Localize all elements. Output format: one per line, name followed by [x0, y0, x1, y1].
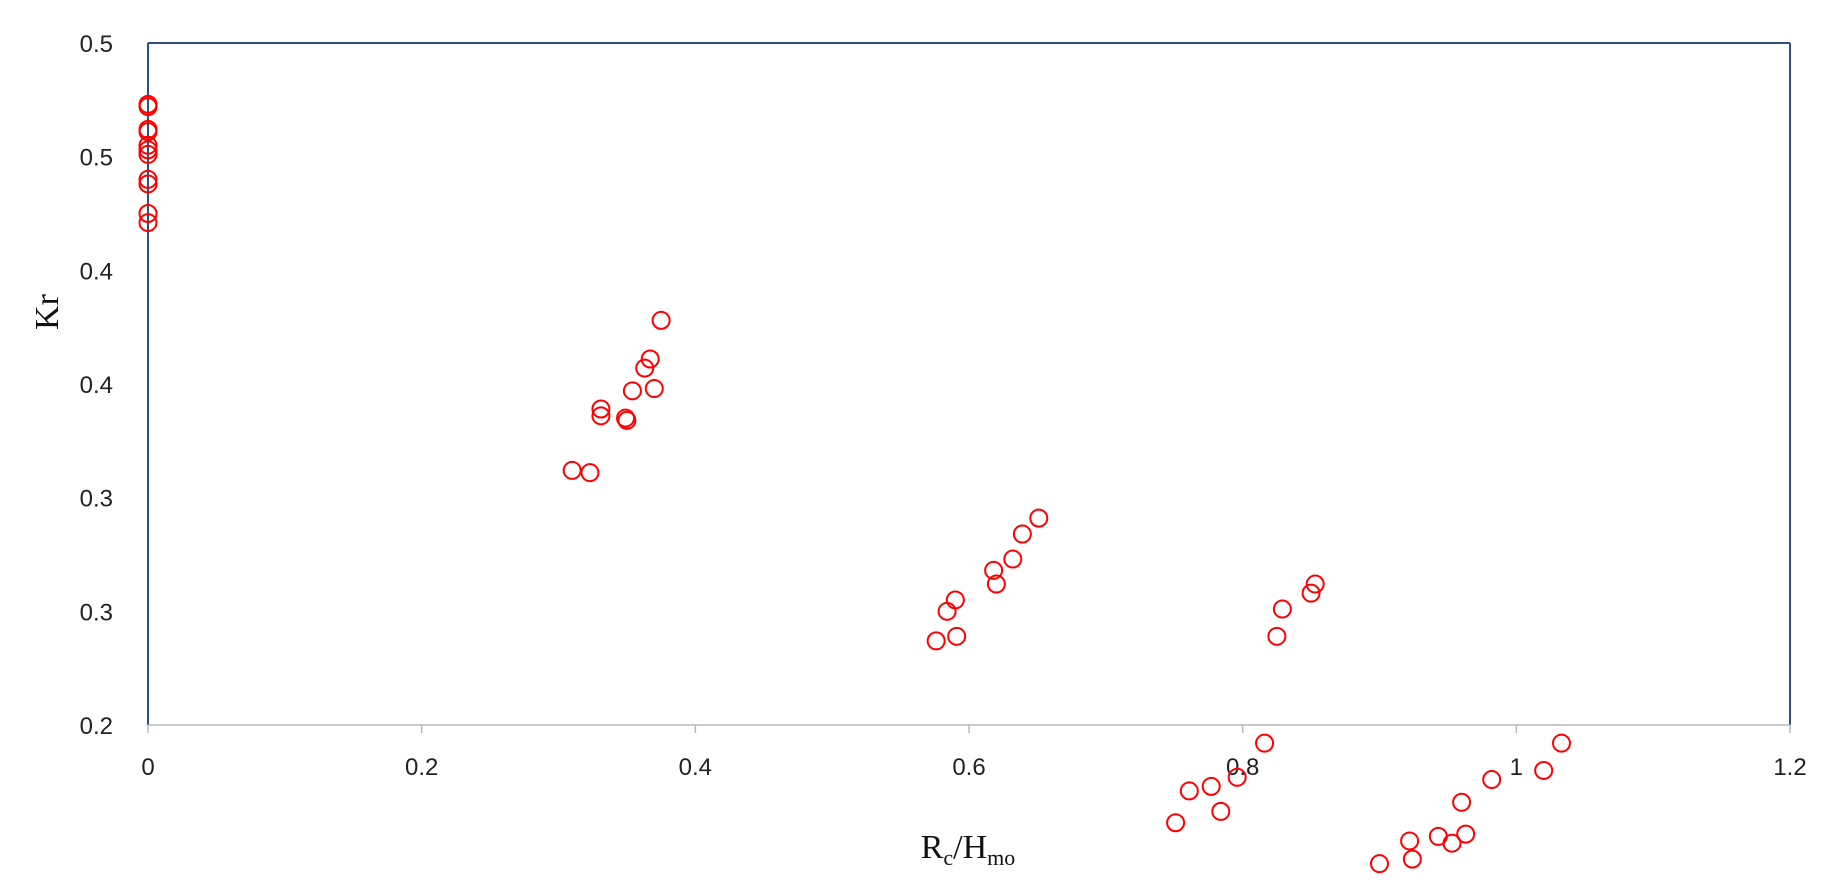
x-tick-label: 1.2 [1773, 754, 1806, 781]
x-tick-label: 0.4 [679, 754, 712, 781]
x-axis-title-base: R [921, 829, 944, 866]
y-tick-label: 0.4 [80, 372, 113, 399]
x-tick-label: 0 [141, 754, 154, 781]
x-tick-label: 0.8 [1226, 754, 1259, 781]
x-axis-title-mid: /H [953, 829, 987, 866]
y-tick-label: 0.4 [80, 258, 113, 285]
x-tick-label: 0.6 [952, 754, 985, 781]
y-tick-label: 0.5 [80, 31, 113, 58]
x-axis-title-sub-c: c [943, 845, 953, 870]
x-tick-label: 1 [1510, 754, 1523, 781]
y-tick-label: 0.3 [80, 599, 113, 626]
y-tick-label: 0.5 [80, 145, 113, 172]
x-axis-title-sub-mo: mo [987, 845, 1015, 870]
y-tick-label: 0.2 [80, 713, 113, 740]
x-tick-label: 0.2 [405, 754, 438, 781]
y-tick-label: 0.3 [80, 486, 113, 513]
y-axis-title: Kr [29, 293, 66, 330]
